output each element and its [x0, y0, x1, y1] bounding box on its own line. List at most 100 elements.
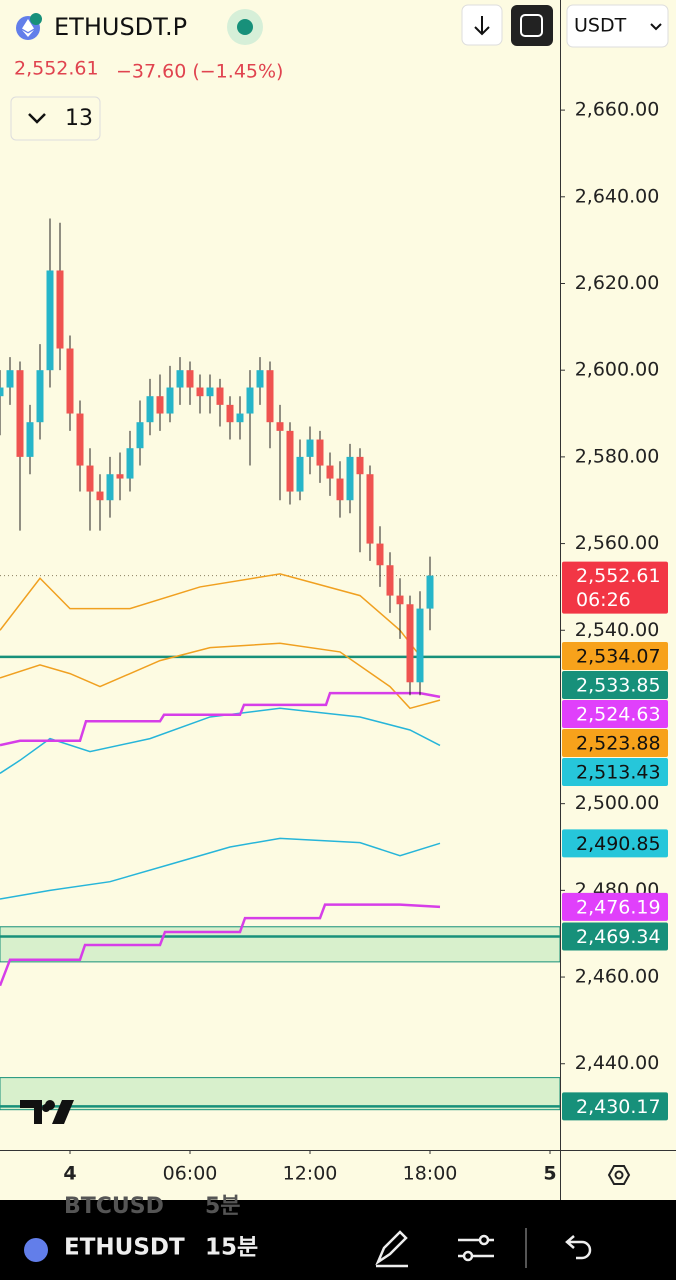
settings-button	[462, 1250, 474, 1262]
currency-select[interactable]	[566, 4, 669, 48]
price-label	[562, 561, 668, 614]
candle-body	[0, 387, 4, 397]
price-label-text: 2,476.19	[576, 896, 661, 918]
y-tick-label: 2,600.00	[575, 359, 660, 381]
candle-body	[416, 608, 424, 683]
plot-area	[0, 218, 561, 1111]
draw-button[interactable]	[375, 1230, 408, 1268]
y-tick-label: 2,580.00	[575, 445, 660, 467]
candle-body	[236, 413, 244, 423]
candle-body	[146, 396, 154, 423]
price-label-text: 2,523.88	[576, 732, 661, 754]
candle-body	[246, 387, 254, 414]
undo-button[interactable]	[565, 1235, 592, 1260]
indicators-toggle[interactable]	[10, 96, 101, 141]
price-label	[562, 670, 668, 699]
indicator-line	[0, 837, 441, 900]
candle-body	[96, 491, 104, 501]
settings-icon	[614, 1170, 624, 1180]
y-tick-label: 2,540.00	[575, 619, 660, 641]
y-tick-label: 2,460.00	[575, 966, 660, 988]
candle-body	[36, 370, 44, 423]
price-label-text: 2,430.17	[576, 1096, 661, 1118]
indicator-line	[0, 707, 441, 774]
candle-body	[56, 270, 64, 349]
footer-symbol[interactable]: ETHUSDT	[64, 1235, 185, 1261]
indicators-count: 13	[65, 106, 93, 131]
candle-body	[206, 387, 214, 397]
candle-body	[346, 456, 354, 501]
candle-body	[176, 370, 184, 388]
candle-body	[276, 422, 284, 431]
footer: BTCUSD 5분 ETHUSDT 15분	[0, 1194, 676, 1280]
candle-body	[316, 439, 324, 466]
coin-icon	[22, 19, 34, 37]
currency: USDT	[574, 15, 627, 37]
price-change: −37.60 (−1.45%)	[116, 61, 283, 83]
price-label-text: 2,524.63	[576, 703, 661, 725]
candle-body	[86, 465, 94, 492]
symbol[interactable]: ETHUSDT.P	[54, 13, 187, 41]
y-tick-label: 2,660.00	[575, 99, 660, 121]
tv-logo	[20, 1100, 74, 1124]
indicator-line	[0, 573, 421, 657]
candle-body	[26, 422, 34, 457]
candle-body	[16, 370, 24, 457]
fullscreen-button[interactable]	[511, 5, 553, 46]
price-label	[562, 1092, 668, 1121]
download-icon	[474, 16, 490, 36]
candle-body	[266, 370, 274, 423]
y-tick-label: 2,560.00	[575, 532, 660, 554]
chevron	[28, 113, 46, 124]
prev-interval: 5분	[205, 1194, 241, 1219]
candle-body	[296, 456, 304, 492]
candle-body	[106, 474, 114, 501]
time-axis: 4 06:00 12:00 18:00 5	[63, 1150, 557, 1185]
settings-icon[interactable]	[607, 1165, 631, 1185]
candle-body	[66, 348, 74, 414]
indicator-line	[0, 903, 441, 987]
candle-body	[386, 565, 394, 596]
fullscreen-icon	[520, 14, 543, 37]
candle-body	[406, 604, 414, 683]
candle-body	[366, 474, 374, 544]
price-label-text: 2,490.85	[576, 833, 661, 855]
x-tick-label: 12:00	[283, 1163, 338, 1185]
candle-body	[286, 430, 294, 492]
candle-body	[116, 474, 124, 479]
status-dot	[237, 19, 253, 35]
price-label-text: 2,513.43	[576, 761, 661, 783]
chevron	[650, 23, 662, 31]
tv-logo	[45, 1100, 55, 1110]
last-price: 2,552.61	[14, 58, 99, 80]
price-label	[562, 728, 668, 757]
candle-body	[126, 448, 134, 479]
candle-body	[166, 387, 174, 414]
candle-body	[396, 595, 404, 605]
y-tick-label: 2,640.00	[575, 185, 660, 207]
price-label	[562, 757, 668, 786]
candle-body	[226, 404, 234, 423]
x-tick-label: 06:00	[163, 1163, 218, 1185]
zone	[0, 1077, 561, 1111]
price-label-text: 2,534.07	[576, 645, 661, 667]
candle-body	[76, 413, 84, 466]
price-label	[562, 922, 668, 951]
footer-interval[interactable]: 15분	[205, 1235, 258, 1261]
price-label	[562, 641, 668, 670]
x-tick-label: 4	[63, 1163, 76, 1185]
y-tick-label: 2,440.00	[575, 1052, 660, 1074]
x-tick-label: 18:00	[403, 1163, 458, 1185]
settings-button	[478, 1234, 490, 1246]
candle-body	[46, 270, 54, 371]
perp-icon	[30, 13, 42, 25]
candle-body	[6, 370, 14, 388]
candle-body	[336, 478, 344, 501]
candle-body	[136, 422, 144, 449]
price-axis: 2,660.00 2,640.00 2,620.00 2,600.00 2,580.00…	[560, 99, 660, 1074]
candle-body	[186, 370, 194, 388]
x-tick-label: 5	[543, 1163, 556, 1185]
price-label-text: 2,552.61	[576, 565, 661, 587]
price-label-text: 2,533.85	[576, 674, 661, 696]
